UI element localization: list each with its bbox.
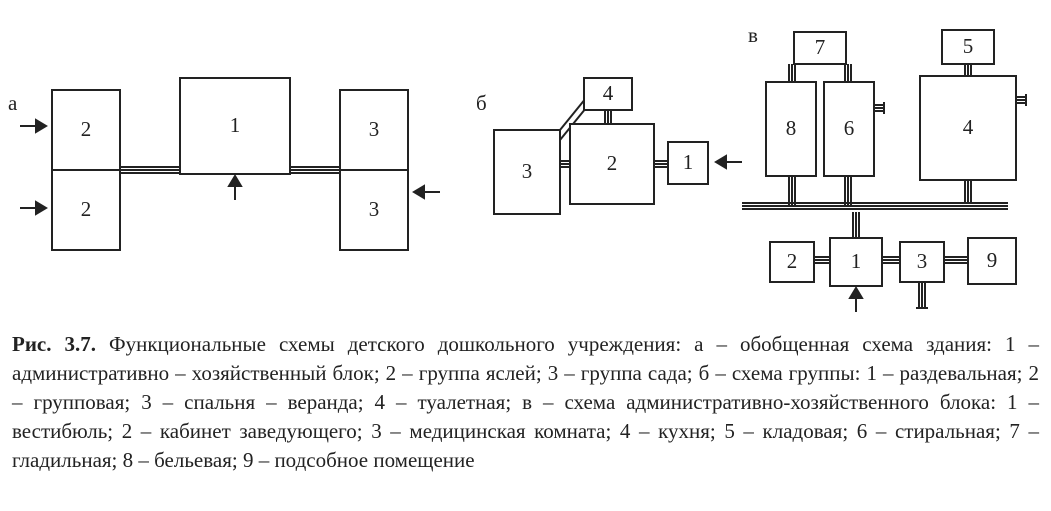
block-num-c-7: 7 — [815, 35, 826, 59]
panel-label: а — [8, 91, 18, 115]
block-num-a-2b: 2 — [81, 197, 92, 221]
block-num-a-1: 1 — [230, 113, 241, 137]
block-num-c-5: 5 — [963, 34, 974, 58]
block-num-a-2t: 2 — [81, 117, 92, 141]
caption-text: Функциональные схемы детского дошкольног… — [12, 332, 1039, 472]
block-num-c-2: 2 — [787, 249, 798, 273]
block-num-b-1: 1 — [683, 150, 694, 174]
block-num-b-4: 4 — [603, 81, 614, 105]
figure-label: Рис. 3.7. — [12, 332, 96, 356]
block-num-c-1: 1 — [851, 249, 862, 273]
block-num-b-3: 3 — [522, 159, 533, 183]
block-num-c-4: 4 — [963, 115, 974, 139]
panel-label: б — [476, 91, 487, 115]
block-num-a-3t: 3 — [369, 117, 380, 141]
block-num-c-6: 6 — [844, 116, 855, 140]
figure-svg: а 2 2 1 3 3 б 4 3 2 1 в 7 5 8 6 4 2 1 3 9 — [0, 0, 1051, 320]
figure-caption: Рис. 3.7. Функциональные схемы детского … — [12, 330, 1039, 475]
block-num-c-9: 9 — [987, 248, 998, 272]
block-num-a-3b: 3 — [369, 197, 380, 221]
panel-label: в — [748, 23, 758, 47]
block-num-c-3: 3 — [917, 249, 928, 273]
block-num-b-2: 2 — [607, 151, 618, 175]
block-num-c-8: 8 — [786, 116, 797, 140]
